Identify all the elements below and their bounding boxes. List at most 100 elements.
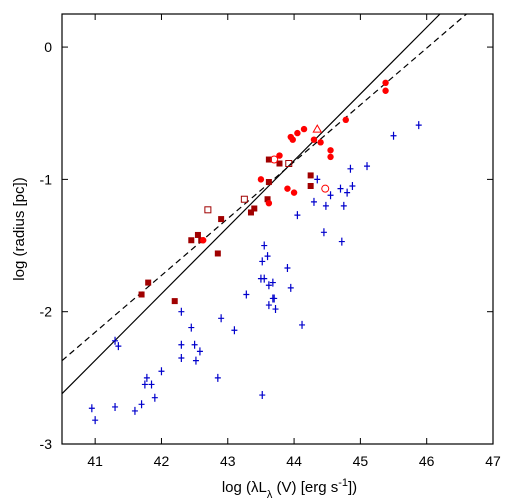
- point-cross: [337, 184, 344, 193]
- point-filled-square: [171, 298, 178, 305]
- point-filled-square: [307, 183, 314, 189]
- y-tick-label: -1: [40, 171, 53, 187]
- point-filled-circle: [327, 147, 334, 154]
- dashed-fit-line: [61, 13, 467, 362]
- y-tick-label: -2: [40, 304, 53, 320]
- point-cross: [415, 121, 422, 130]
- point-cross: [188, 323, 195, 332]
- point-cross: [265, 301, 272, 310]
- point-cross: [148, 380, 155, 389]
- y-tick-label: -3: [40, 436, 53, 452]
- x-axis-label-sup: -1: [338, 477, 348, 489]
- point-filled-circle: [200, 237, 207, 244]
- point-cross: [261, 241, 268, 250]
- point-filled-circle: [382, 79, 389, 87]
- point-open-square: [285, 160, 293, 168]
- point-filled-circle: [287, 133, 294, 141]
- point-cross: [191, 340, 198, 349]
- point-cross: [196, 347, 203, 356]
- y-axis-label: log (radius [pc]): [11, 177, 28, 280]
- point-cross: [259, 257, 266, 266]
- point-cross: [112, 336, 119, 345]
- point-filled-circle: [342, 116, 349, 124]
- point-filled-circle: [317, 139, 324, 146]
- point-cross: [178, 307, 185, 316]
- point-cross: [158, 367, 165, 376]
- x-axis-label-pre: log (λL: [222, 479, 267, 496]
- point-filled-square: [218, 216, 225, 223]
- point-filled-square: [264, 196, 271, 203]
- point-cross: [269, 278, 276, 287]
- point-filled-circle: [265, 200, 273, 207]
- point-cross: [349, 182, 356, 190]
- point-filled-circle: [257, 176, 265, 183]
- point-cross: [131, 406, 138, 415]
- point-cross: [143, 373, 150, 382]
- point-filled-square: [276, 160, 283, 167]
- point-filled-square: [194, 231, 201, 238]
- point-cross: [364, 162, 371, 171]
- point-cross: [287, 283, 294, 292]
- point-filled-circle: [382, 87, 389, 94]
- point-cross: [115, 342, 122, 351]
- x-tick-label: 41: [87, 453, 103, 469]
- point-filled-circle: [300, 125, 308, 133]
- point-cross: [310, 197, 317, 206]
- point-cross: [264, 252, 271, 261]
- x-tick-label: 43: [220, 453, 236, 469]
- point-cross: [178, 354, 185, 362]
- point-filled-circle: [284, 185, 291, 192]
- point-cross: [299, 320, 306, 329]
- point-filled-square: [145, 279, 152, 286]
- point-filled-square: [247, 209, 254, 216]
- point-filled-circle: [290, 189, 298, 196]
- point-cross: [92, 416, 99, 425]
- axis-ticks: 41 42 43 44 45 46 47 0 -1 -2 -3: [40, 14, 501, 469]
- x-axis-label-sub: λ: [267, 489, 273, 500]
- solid-fit-line: [61, 13, 441, 395]
- point-cross: [320, 228, 327, 237]
- point-cross: [322, 201, 329, 210]
- y-tick-label: 0: [44, 39, 52, 55]
- point-cross: [231, 326, 238, 335]
- point-cross: [138, 400, 145, 409]
- point-filled-square: [251, 205, 258, 212]
- point-filled-square: [307, 172, 314, 179]
- point-cross: [192, 356, 199, 365]
- point-cross: [271, 294, 278, 303]
- point-cross: [261, 274, 268, 283]
- x-axis-label: log (λLλ (V) [erg s-1]): [222, 477, 357, 500]
- point-cross: [284, 264, 291, 273]
- point-filled-square: [188, 237, 195, 244]
- point-open-triangle: [312, 124, 323, 133]
- point-open-square: [240, 195, 248, 203]
- point-filled-square: [265, 156, 272, 163]
- point-cross: [272, 305, 279, 314]
- point-cross: [112, 402, 119, 411]
- point-filled-circle: [327, 153, 334, 161]
- plot-frame: [61, 13, 494, 445]
- x-tick-label: 44: [286, 453, 302, 469]
- point-cross: [338, 237, 345, 246]
- point-cross: [243, 290, 250, 299]
- point-cross: [327, 191, 334, 200]
- point-cross: [294, 211, 301, 220]
- point-filled-circle: [276, 152, 283, 159]
- point-cross: [314, 175, 321, 184]
- point-open-circle: [321, 184, 330, 193]
- point-cross: [265, 281, 272, 290]
- point-cross: [88, 404, 95, 413]
- point-filled-circle: [310, 136, 318, 143]
- point-cross: [390, 131, 397, 140]
- fit-lines: [61, 13, 467, 395]
- point-cross: [178, 340, 185, 349]
- x-tick-label: 46: [419, 453, 435, 469]
- point-filled-square: [214, 250, 221, 257]
- point-open-square: [204, 206, 212, 214]
- point-filled-circle: [294, 129, 301, 137]
- point-filled-square: [265, 179, 272, 186]
- point-cross: [214, 373, 221, 382]
- x-axis-label-mid: (V) [erg s: [272, 479, 338, 496]
- x-tick-label: 45: [353, 453, 369, 469]
